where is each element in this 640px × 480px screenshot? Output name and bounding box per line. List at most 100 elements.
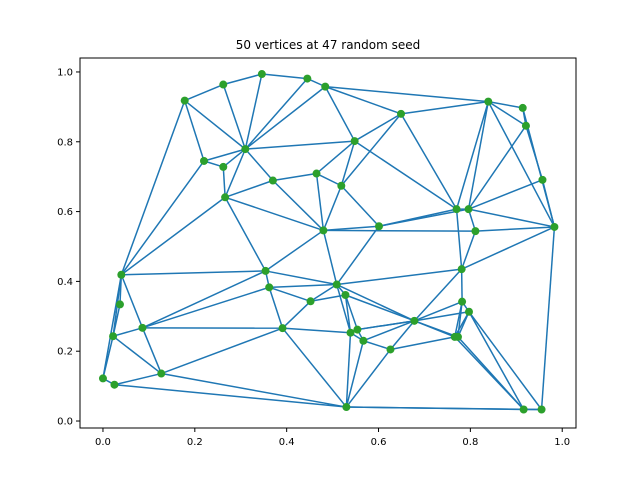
triangulation-edge <box>268 286 311 303</box>
triangulation-edge <box>325 85 489 103</box>
vertex-point <box>386 345 395 354</box>
triangulation-edge <box>184 83 224 102</box>
triangulation-edge <box>340 185 380 227</box>
triangulation-edge <box>400 113 458 210</box>
triangulation-edge <box>114 372 162 386</box>
x-tick-label: 0.2 <box>187 437 203 448</box>
triangulation-edge <box>224 148 247 198</box>
triangulation-edge <box>316 172 342 187</box>
y-tick-label: 0.4 <box>57 277 73 288</box>
vertex-point <box>464 205 473 214</box>
triangulation-edge <box>414 311 470 322</box>
triangulation-edge <box>468 179 543 210</box>
triangulation-edge <box>281 327 347 408</box>
vertex-point <box>464 307 473 316</box>
triangulation-edge <box>183 100 205 162</box>
vertex-point <box>278 324 287 333</box>
triangulation-edge <box>475 226 555 232</box>
vertex-point <box>452 205 461 214</box>
axes-frame <box>79 57 577 429</box>
triangulation-edge <box>541 179 556 228</box>
triangulation-edge <box>345 294 415 322</box>
vertex-point <box>471 227 480 236</box>
triangulation-edge <box>414 320 459 338</box>
triangulation-edge <box>336 284 352 333</box>
triangulation-edge <box>223 73 263 86</box>
triangulation-edge <box>413 268 463 322</box>
vertex-point <box>117 270 126 279</box>
x-tick-label: 0.6 <box>371 437 387 448</box>
vertex-point <box>550 222 559 231</box>
y-tick-label: 0.8 <box>57 137 73 148</box>
triangulation-edge <box>272 179 324 231</box>
vertex-point <box>374 222 383 231</box>
vertex-point <box>110 380 119 389</box>
vertex-point <box>261 266 270 275</box>
triangulation-edge <box>142 270 266 329</box>
triangulation-edge <box>354 140 458 210</box>
triangulation-edge <box>345 332 352 408</box>
triangulation-edge <box>336 225 380 285</box>
vertex-point <box>303 74 312 83</box>
triangulation-edge <box>457 311 470 338</box>
triangulation-edge <box>461 226 555 270</box>
triangulation-edge <box>467 125 527 210</box>
triangulation-edge <box>344 294 359 330</box>
triangulation-edge <box>265 229 324 272</box>
y-tick-label: 1.0 <box>57 67 73 78</box>
vertex-point <box>341 291 350 300</box>
vertex-point <box>457 265 466 274</box>
triangulation-edge <box>268 287 284 329</box>
triangulation-edge <box>345 349 392 408</box>
vertex-point <box>219 80 228 89</box>
triangulation-edge <box>390 336 455 351</box>
triangulation-edge <box>468 208 555 228</box>
vertex-point <box>484 97 493 106</box>
vertex-point <box>257 70 266 79</box>
vertex-point <box>138 323 147 332</box>
triangulation-edge <box>487 101 527 127</box>
triangulation-edge <box>340 140 356 186</box>
triangulation-edge <box>141 327 162 374</box>
triangulation-edge <box>324 86 356 142</box>
triangulation-edge <box>400 100 489 115</box>
y-axis-ticks: 0.0 0.2 0.4 0.6 0.8 1.0 <box>57 67 80 428</box>
triangulation-edge <box>112 335 162 375</box>
vertex-point <box>410 316 419 325</box>
triangulation-edge <box>346 406 542 411</box>
triangulation-edge <box>120 100 186 276</box>
triangulation-edge <box>487 101 556 228</box>
vertex-point <box>321 82 330 91</box>
triangulation-edge <box>336 283 415 322</box>
vertex-point <box>268 176 277 185</box>
triangulation-edge <box>315 173 325 231</box>
triangulation-edge <box>357 320 415 331</box>
triangulation-edge <box>310 283 338 302</box>
triangulation-edge <box>345 340 365 408</box>
triangulation-edge <box>272 172 317 182</box>
vertex-point <box>353 325 362 334</box>
points-layer <box>98 70 559 414</box>
triangulation-edge <box>316 140 356 175</box>
triangulation-edge <box>336 268 462 286</box>
vertex-point <box>306 297 315 306</box>
vertex-point <box>319 226 328 235</box>
triangulation-edge <box>112 327 143 337</box>
vertex-point <box>312 169 321 178</box>
triangulation-edge <box>455 101 490 210</box>
triangulation-edge <box>222 148 246 168</box>
triangulation-edge <box>354 113 402 142</box>
vertex-point <box>359 336 368 345</box>
vertex-point <box>518 103 527 112</box>
vertex-point <box>109 332 118 341</box>
triangulation-edge <box>363 340 391 351</box>
triangulation-edge <box>323 229 476 232</box>
vertex-point <box>337 181 346 190</box>
triangulation-edge <box>322 230 338 285</box>
vertex-point <box>241 145 250 154</box>
triangulation-edge <box>389 320 415 350</box>
vertex-point <box>538 175 547 184</box>
triangulation-edge <box>203 148 246 162</box>
